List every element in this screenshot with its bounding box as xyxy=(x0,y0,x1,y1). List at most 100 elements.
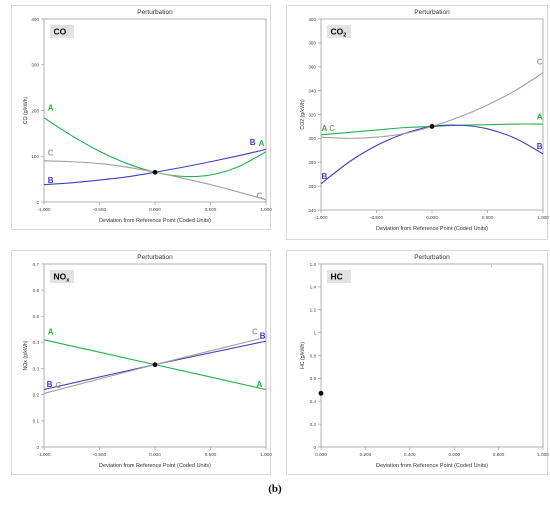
response-label-subscript: x xyxy=(66,277,70,283)
x-tick-label: 0.000 xyxy=(149,452,161,457)
series-label-C: C xyxy=(256,191,262,200)
x-axis-label: Deviation from Reference Point (Coded Un… xyxy=(99,218,211,224)
x-tick-label: 0.500 xyxy=(205,207,217,212)
x-tick-label: 0.000 xyxy=(315,452,327,457)
y-tick-label: 0 xyxy=(36,445,39,450)
y-tick-label: 0.8 xyxy=(310,353,317,358)
series-label-A: A xyxy=(48,104,54,113)
series-label-A: A xyxy=(321,124,327,133)
y-tick-label: 0.4 xyxy=(310,399,317,404)
x-tick-label: 0.500 xyxy=(482,215,494,220)
response-label-main: CO xyxy=(331,26,344,36)
y-tick-label: 240 xyxy=(308,208,316,213)
x-tick-label: -1.000 xyxy=(37,207,50,212)
y-tick-label: 0.6 xyxy=(310,376,317,381)
y-tick-label: 260 xyxy=(308,184,316,189)
reference-point xyxy=(318,390,324,396)
y-tick-label: 0.5 xyxy=(33,314,40,319)
reference-point xyxy=(152,169,158,175)
y-tick-label: 1.2 xyxy=(310,308,317,313)
x-tick-label: 1.000 xyxy=(537,215,549,220)
panel-border xyxy=(11,250,271,475)
series-label-B: B xyxy=(537,142,543,151)
series-label-B: B xyxy=(250,138,256,147)
response-label-box xyxy=(327,25,351,38)
series-label-C: C xyxy=(56,381,62,390)
y-tick-label: 200 xyxy=(31,108,39,113)
panel-border xyxy=(11,5,271,230)
series-label-B: B xyxy=(260,332,266,341)
response-label-main: NO xyxy=(54,271,67,281)
x-tick-label: 0.800 xyxy=(493,452,505,457)
response-label: HC xyxy=(331,271,343,281)
x-axis-label: Deviation from Reference Point (Coded Un… xyxy=(376,463,488,469)
series-label-A: A xyxy=(256,380,262,389)
series-label-B: B xyxy=(47,380,53,389)
series-label-C: C xyxy=(537,57,543,66)
y-tick-label: 0 xyxy=(36,200,39,205)
response-label-box xyxy=(327,270,351,283)
series-label-B: B xyxy=(321,172,327,181)
y-tick-label: 380 xyxy=(308,41,316,46)
x-tick-label: 1.000 xyxy=(260,207,272,212)
response-label-box xyxy=(50,25,74,38)
y-tick-label: 320 xyxy=(308,112,316,117)
y-tick-label: 0.2 xyxy=(310,422,317,427)
chart-title: Perturbation xyxy=(137,9,173,16)
series-label-A: A xyxy=(537,112,543,121)
x-tick-label: -0.500 xyxy=(93,452,106,457)
x-tick-label: 0.000 xyxy=(149,207,161,212)
response-label: CO xyxy=(54,26,67,36)
response-label-subscript: 2 xyxy=(343,32,346,38)
y-tick-label: 100 xyxy=(31,154,39,159)
y-axis-label: CO2 (g/kWh) xyxy=(300,99,306,130)
y-tick-label: 280 xyxy=(308,160,316,165)
panel-border xyxy=(286,5,548,240)
y-tick-label: 1.4 xyxy=(310,285,317,290)
y-tick-label: 1 xyxy=(313,330,316,335)
series-label-A: A xyxy=(48,328,54,337)
figure-caption: (b) xyxy=(268,483,282,495)
chart-panel-2: Perturbation 240 260 280 300 320 340 360 380 400 -… xyxy=(286,5,549,240)
y-axis-label: CO (g/kWh) xyxy=(23,97,29,125)
chart-title: Perturbation xyxy=(414,9,450,16)
y-tick-label: 1.6 xyxy=(310,262,317,267)
y-tick-label: 0.7 xyxy=(33,262,40,267)
chart-title: Perturbation xyxy=(414,254,450,261)
chart-panel-4: Perturbation 0 0.2 0.4 0.6 0.8 1 1.2 1.4 1.6 0.000… xyxy=(286,250,549,475)
x-tick-label: 0.600 xyxy=(448,452,460,457)
x-tick-label: 1.000 xyxy=(537,452,549,457)
y-tick-label: 340 xyxy=(308,88,316,93)
y-tick-label: 0 xyxy=(313,445,316,450)
x-tick-label: -0.500 xyxy=(370,215,383,220)
y-tick-label: 400 xyxy=(31,17,39,22)
y-tick-label: 0.4 xyxy=(33,340,40,345)
reference-point xyxy=(429,124,435,129)
series-label-C: C xyxy=(329,124,335,133)
series-label-C: C xyxy=(48,148,54,157)
response-label-box xyxy=(50,270,74,283)
y-tick-label: 400 xyxy=(308,17,316,22)
y-tick-label: 0.2 xyxy=(33,393,40,398)
y-axis-label: NOx (g/kWh) xyxy=(23,340,29,370)
response-label: CO2 xyxy=(331,26,347,38)
response-label-main: CO xyxy=(54,26,67,36)
stray-mark xyxy=(490,264,493,268)
y-tick-label: 300 xyxy=(31,63,39,68)
x-tick-label: 0.500 xyxy=(205,452,217,457)
series-label-A: A xyxy=(259,139,265,148)
response-label-main: HC xyxy=(331,271,343,281)
response-label: NOx xyxy=(54,271,71,283)
x-tick-label: -0.500 xyxy=(93,207,106,212)
chart-panel-3: Perturbation 0 0.1 0.2 0.3 0.4 0.5 0.6 0.7 -1.000… xyxy=(11,250,272,475)
y-tick-label: 360 xyxy=(308,65,316,70)
x-tick-label: 0.000 xyxy=(426,215,438,220)
x-tick-label: -1.000 xyxy=(37,452,50,457)
y-axis-label: HC (g/kWh) xyxy=(300,342,306,369)
chart-title: Perturbation xyxy=(137,254,173,261)
series-label-C: C xyxy=(252,328,258,337)
series-label-B: B xyxy=(48,176,54,185)
reference-point xyxy=(152,362,158,368)
